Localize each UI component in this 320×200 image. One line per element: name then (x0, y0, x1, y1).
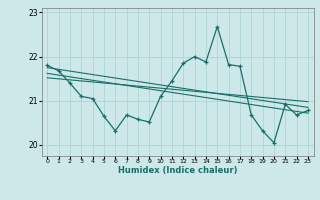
X-axis label: Humidex (Indice chaleur): Humidex (Indice chaleur) (118, 166, 237, 175)
